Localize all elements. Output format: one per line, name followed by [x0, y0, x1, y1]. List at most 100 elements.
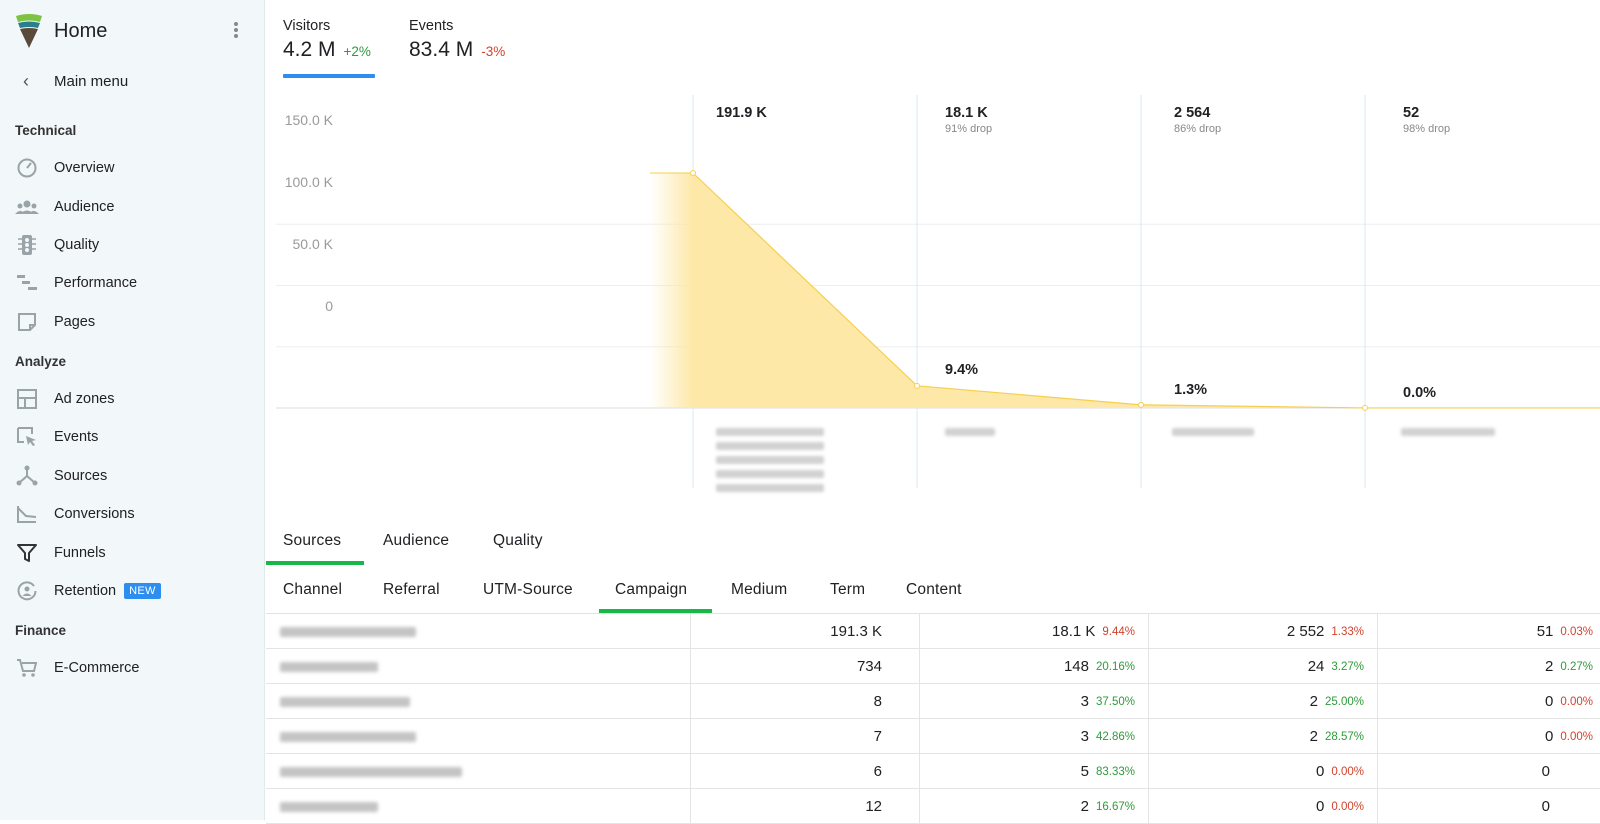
cell-step-1: 6: [873, 763, 882, 780]
row-name: [280, 614, 680, 649]
sidebar-item-funnels[interactable]: Funnels: [14, 538, 254, 568]
funnel-step-count: 18.1 K: [945, 105, 988, 121]
cell-step-4: 0: [1541, 798, 1550, 815]
tab-sources[interactable]: Sources: [283, 532, 342, 549]
funnel-chart-svg: [276, 95, 1600, 488]
kpi-label: Events: [409, 18, 454, 34]
traffic-light-icon: [14, 232, 40, 258]
main-menu-link[interactable]: ‹ Main menu: [14, 68, 128, 94]
tab-referral[interactable]: Referral: [383, 581, 440, 598]
row-name: [280, 649, 680, 684]
table-row[interactable]: 191.3 K 18.1 K 9.44% 2 552 1.33% 51 0.03%: [266, 614, 1600, 649]
data-point: [1362, 404, 1368, 411]
sidebar-item-sources[interactable]: Sources: [14, 461, 254, 491]
tab-channel[interactable]: Channel: [283, 581, 343, 598]
y-tick-100k: 100.0 K: [284, 174, 333, 190]
y-tick-50k: 50.0 K: [292, 236, 333, 252]
main-menu-label: Main menu: [54, 72, 129, 90]
cell-step-1: 8: [873, 693, 882, 710]
people-icon: [14, 194, 40, 220]
secondary-tabs: Channel Referral UTM-Source Campaign Med…: [266, 570, 1600, 614]
chevron-left-icon: ‹: [23, 70, 29, 91]
speedometer-icon: [14, 155, 40, 181]
section-technical: Technical: [15, 123, 77, 138]
cell-percent: 0.03%: [1560, 625, 1593, 638]
conversion-chart-icon: [14, 501, 40, 527]
tab-medium[interactable]: Medium: [731, 581, 788, 598]
kpi-change: +2%: [343, 44, 371, 59]
cell-step-3: 2 552 1.33%: [1286, 623, 1364, 640]
kpi-value: 4.2 M: [283, 38, 336, 61]
table-row[interactable]: 734 148 20.16% 24 3.27% 2 0.27%: [266, 649, 1600, 684]
cell-step-4: 0 0.00%: [1545, 728, 1593, 745]
tab-quality[interactable]: Quality: [493, 532, 543, 549]
sidebar-item-retention[interactable]: Retention NEW: [14, 576, 254, 606]
sidebar-item-label: Pages: [54, 314, 96, 330]
sidebar-header: Home: [14, 12, 250, 50]
table-row[interactable]: 12 2 16.67% 0 0.00% 0: [266, 789, 1600, 824]
kpi-visitors[interactable]: Visitors 4.2 M +2%: [283, 18, 371, 62]
y-tick-0: 0: [325, 298, 333, 314]
app-title: Home: [54, 19, 108, 42]
sidebar-item-audience[interactable]: Audience: [14, 192, 254, 222]
funnel-step-3-header: 2 564 86% drop: [1174, 105, 1221, 135]
sidebar-item-ad-zones[interactable]: Ad zones: [14, 384, 254, 414]
sidebar-item-overview[interactable]: Overview: [14, 153, 254, 183]
cursor-click-icon: [14, 424, 40, 450]
sidebar-item-label: Sources: [54, 468, 108, 484]
tab-term[interactable]: Term: [830, 581, 866, 598]
sidebar-item-label: Funnels: [54, 545, 106, 561]
cart-icon: [14, 655, 40, 681]
cell-step-1: 7: [873, 728, 882, 745]
table-row[interactable]: 7 3 42.86% 2 28.57% 0 0.00%: [266, 719, 1600, 754]
funnel-step-count: 191.9 K: [716, 105, 767, 121]
funnel-step-2-header: 18.1 K 91% drop: [945, 105, 992, 135]
tab-campaign[interactable]: Campaign: [615, 581, 688, 598]
page-icon: [14, 309, 40, 335]
funnel-step-3-name: [1172, 428, 1254, 442]
table-row[interactable]: 8 3 37.50% 2 25.00% 0 0.00%: [266, 684, 1600, 719]
data-point: [1138, 401, 1144, 408]
cell-percent: 0.27%: [1560, 660, 1593, 673]
row-name: [280, 684, 680, 719]
section-analyze: Analyze: [15, 354, 67, 369]
sidebar-item-e-commerce[interactable]: E-Commerce: [14, 653, 254, 683]
funnel-step-count: 2 564: [1174, 105, 1211, 121]
sidebar-item-pages[interactable]: Pages: [14, 307, 254, 337]
kpi-events[interactable]: Events 83.4 M -3%: [409, 18, 505, 62]
sidebar-item-quality[interactable]: Quality: [14, 230, 254, 260]
more-options-icon[interactable]: [228, 20, 244, 42]
funnel-step-4-percent: 0.0%: [1403, 385, 1437, 401]
funnel-step-1-header: 191.9 K: [716, 105, 767, 121]
waterfall-icon: [14, 270, 40, 296]
cell-step-2: 3 37.50%: [1080, 693, 1135, 710]
cell-step-1: 734: [856, 658, 882, 675]
sidebar-item-performance[interactable]: Performance: [14, 268, 254, 298]
row-name: [280, 719, 680, 754]
area-fade: [650, 173, 693, 408]
cell-percent: 28.57%: [1324, 730, 1364, 743]
table-row[interactable]: 6 5 83.33% 0 0.00% 0: [266, 754, 1600, 789]
tab-audience[interactable]: Audience: [383, 532, 450, 549]
cell-step-2: 5 83.33%: [1080, 763, 1135, 780]
sidebar-item-events[interactable]: Events: [14, 422, 254, 452]
tab-utm-source[interactable]: UTM-Source: [483, 581, 573, 598]
cell-step-2: 3 42.86%: [1080, 728, 1135, 745]
sidebar-item-conversions[interactable]: Conversions: [14, 499, 254, 529]
tab-content[interactable]: Content: [906, 581, 962, 598]
kpi-value: 83.4 M: [409, 38, 474, 61]
cell-step-2: 2 16.67%: [1080, 798, 1135, 815]
funnel-step-drop: 91% drop: [945, 123, 993, 135]
kpi-change: -3%: [481, 44, 506, 59]
main-content: Visitors 4.2 M +2% Events 83.4 M -3% 0 5…: [266, 0, 1600, 824]
cell-step-1: 191.3 K: [830, 623, 882, 640]
funnel-chart: 0 50.0 K 100.0 K 150.0 K 191.9 K 18.1 K …: [266, 90, 1600, 500]
cell-step-4: 0: [1541, 763, 1550, 780]
logo-icon: [16, 14, 42, 48]
series-area: [693, 173, 1600, 408]
sidebar-item-label: E-Commerce: [54, 660, 140, 676]
funnel-step-drop: 86% drop: [1174, 123, 1222, 135]
cell-percent: 0.00%: [1331, 800, 1364, 813]
data-point: [914, 382, 920, 389]
cell-percent: 3.27%: [1331, 660, 1364, 673]
